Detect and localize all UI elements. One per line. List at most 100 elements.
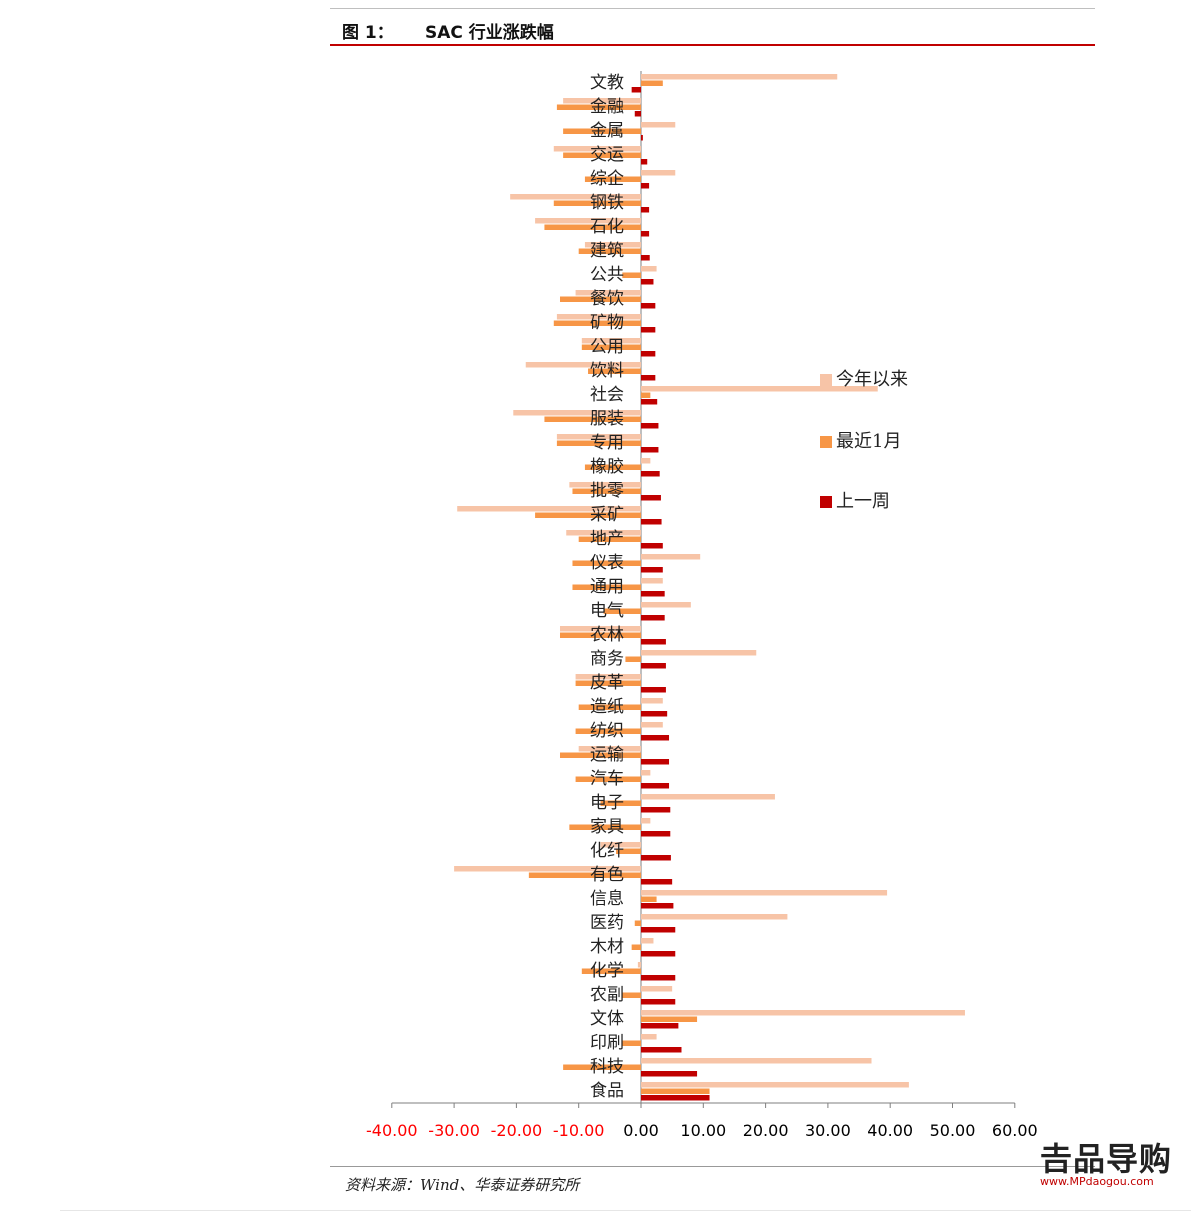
category-label: 服装	[590, 409, 624, 429]
bar-ytd	[641, 698, 663, 704]
bar-week	[641, 807, 671, 813]
category-label: 医药	[590, 913, 624, 933]
x-tick-label: 60.00	[992, 1121, 1038, 1140]
bar-month	[560, 296, 641, 302]
bar-month	[578, 704, 641, 710]
bar-week	[641, 327, 656, 333]
bar-ytd	[637, 962, 641, 968]
category-label: 印刷	[590, 1033, 624, 1053]
bar-month	[600, 800, 641, 806]
bar-week	[641, 255, 650, 261]
bar-ytd	[641, 458, 651, 464]
top-rule	[330, 8, 1095, 9]
category-label: 饮料	[590, 361, 624, 381]
bar-month	[603, 608, 641, 614]
bar-ytd	[510, 194, 641, 200]
bar-month	[575, 680, 641, 686]
bar-week	[641, 399, 658, 405]
bar-week	[641, 159, 648, 165]
category-label: 运输	[590, 745, 624, 765]
bar-month	[584, 464, 641, 470]
bar-week	[641, 207, 650, 213]
bar-ytd	[641, 266, 657, 272]
x-tick-label: 0.00	[623, 1121, 659, 1140]
x-tick-label: -30.00	[428, 1121, 480, 1140]
bar-week	[641, 591, 665, 597]
category-label: 化学	[590, 961, 624, 981]
category-label: 专用	[590, 433, 624, 453]
bar-month	[581, 968, 641, 974]
bar-week	[641, 423, 659, 429]
legend-label: 上一周	[836, 491, 890, 512]
bar-month	[556, 440, 641, 446]
x-tick-label: -20.00	[491, 1121, 543, 1140]
bar-ytd	[525, 362, 641, 368]
bar-week	[631, 87, 641, 93]
bottom-rule	[60, 1210, 1191, 1211]
bar-ytd	[641, 914, 788, 920]
legend-swatch	[820, 496, 832, 508]
category-label: 农林	[590, 625, 624, 645]
bar-week	[641, 831, 671, 837]
bar-chart: -40.00 -30.00 -20.00 -10.00 0.00 10.00 20.00 30…	[366, 71, 1038, 1140]
bar-month	[535, 512, 641, 518]
bar-week	[641, 543, 663, 549]
category-label: 公共	[590, 265, 624, 285]
bar-week	[641, 135, 643, 141]
watermark: 𠮷品导购 www.MPdaogou.com	[1040, 1142, 1180, 1192]
bar-week	[641, 951, 676, 957]
category-label: 农副	[590, 985, 624, 1005]
bar-week	[641, 687, 666, 693]
bar-month	[581, 344, 641, 350]
bar-month	[575, 728, 641, 734]
category-label: 文体	[590, 1009, 624, 1029]
bar-week	[641, 927, 676, 933]
category-label: 金融	[590, 97, 624, 117]
bar-week	[641, 783, 670, 789]
figure-title: SAC 行业涨跌幅	[425, 23, 554, 43]
bar-week	[641, 495, 661, 501]
bar-month	[641, 1088, 710, 1094]
category-label: 化纤	[590, 841, 624, 861]
bar-month	[616, 848, 641, 854]
bar-week	[641, 1071, 698, 1077]
bar-ytd	[600, 842, 641, 848]
bar-ytd	[575, 290, 641, 296]
bar-ytd	[457, 506, 641, 512]
bar-month	[553, 200, 641, 206]
bar-ytd	[641, 770, 651, 776]
bar-month	[634, 920, 641, 926]
category-label: 钢铁	[590, 193, 624, 213]
bar-ytd	[641, 890, 888, 896]
bar-month	[625, 656, 641, 662]
bar-month	[622, 1040, 641, 1046]
bar-ytd	[454, 866, 641, 872]
bar-week	[641, 711, 668, 717]
bar-month	[553, 320, 641, 326]
x-tick-label: 30.00	[805, 1121, 851, 1140]
figure-header: 图 1： SAC 行业涨跌幅	[330, 16, 1095, 46]
category-label: 建筑	[590, 241, 624, 261]
bar-week	[641, 975, 676, 981]
category-label: 电子	[590, 793, 624, 813]
bar-month	[528, 872, 641, 878]
x-tick-label: 20.00	[743, 1121, 789, 1140]
category-label: 交运	[590, 145, 624, 165]
bar-ytd	[553, 146, 641, 152]
category-label: 地产	[590, 529, 624, 549]
category-label: 食品	[590, 1081, 624, 1101]
bar-month	[544, 224, 641, 230]
x-tick-label: 10.00	[680, 1121, 726, 1140]
bar-ytd	[584, 242, 641, 248]
bar-ytd	[641, 938, 654, 944]
bar-ytd	[563, 98, 641, 104]
bar-week	[641, 759, 670, 765]
legend-label: 最近1月	[836, 431, 901, 452]
bar-week	[641, 615, 665, 621]
bar-month	[556, 104, 641, 110]
bar-month	[641, 392, 651, 398]
category-label: 橡胶	[590, 457, 624, 477]
bar-week	[641, 639, 666, 645]
bar-week	[634, 111, 641, 117]
bar-month	[622, 272, 641, 278]
